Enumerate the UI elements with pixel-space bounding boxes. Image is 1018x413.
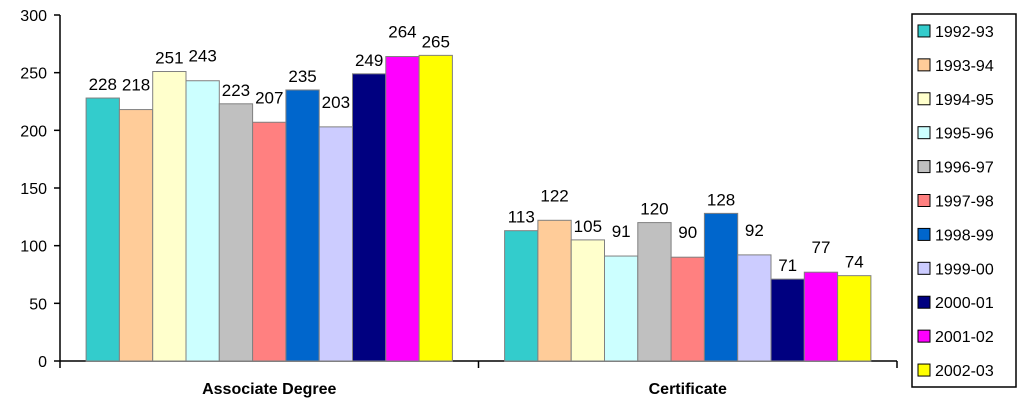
data-label: 92 xyxy=(745,221,764,240)
legend-swatch xyxy=(917,295,931,309)
data-label: 77 xyxy=(811,238,830,257)
legend-label: 2001-02 xyxy=(935,329,994,346)
bar xyxy=(352,73,387,362)
bar xyxy=(604,255,639,362)
x-category-label: Certificate xyxy=(649,381,727,398)
data-label: 223 xyxy=(222,81,250,100)
legend-swatch xyxy=(917,92,931,106)
data-label: 91 xyxy=(612,222,631,241)
bar xyxy=(670,256,705,362)
bar xyxy=(252,121,287,362)
legend-swatch xyxy=(917,329,931,343)
bar xyxy=(185,80,220,362)
legend-swatch xyxy=(917,194,931,207)
y-tick-label: 300 xyxy=(20,8,47,25)
legend-swatch xyxy=(917,58,931,72)
data-label: 265 xyxy=(422,32,450,51)
y-tick-label: 100 xyxy=(20,239,47,256)
y-tick-label: 200 xyxy=(20,123,47,140)
data-label: 264 xyxy=(388,23,416,42)
legend-label: 1994-95 xyxy=(935,92,994,109)
y-tick-label: 50 xyxy=(29,296,47,313)
legend-swatch xyxy=(917,126,931,140)
bar xyxy=(570,239,606,362)
legend-label: 2002-03 xyxy=(935,363,994,380)
bar xyxy=(737,254,772,362)
data-label: 71 xyxy=(778,256,797,275)
legend-label: 2000-01 xyxy=(935,295,994,312)
data-label: 243 xyxy=(188,47,216,66)
data-label: 203 xyxy=(322,93,350,112)
legend-label: 1992-93 xyxy=(935,24,994,41)
bar xyxy=(285,89,320,362)
bar xyxy=(118,109,154,362)
bar xyxy=(504,230,539,362)
bar xyxy=(770,278,805,362)
bar xyxy=(318,126,354,362)
legend-label: 1996-97 xyxy=(935,160,994,177)
legend-swatch xyxy=(917,363,931,377)
data-label: 218 xyxy=(122,76,150,95)
legend-label: 1993-94 xyxy=(935,58,994,75)
bar xyxy=(218,103,254,362)
data-label: 120 xyxy=(640,200,668,219)
legend-label: 1998-99 xyxy=(935,227,994,244)
data-label: 128 xyxy=(707,190,735,209)
legend-swatch xyxy=(917,24,931,38)
y-tick-label: 0 xyxy=(38,354,47,371)
data-label: 251 xyxy=(155,49,183,68)
data-label: 235 xyxy=(288,67,316,86)
bar xyxy=(803,271,839,362)
data-label: 122 xyxy=(540,186,568,205)
bar xyxy=(152,71,187,362)
legend-label: 1997-98 xyxy=(935,194,994,211)
legend-label: 1999-00 xyxy=(935,261,994,278)
bar xyxy=(418,54,453,362)
legend-swatch xyxy=(917,160,931,174)
bar xyxy=(703,212,739,362)
data-label: 207 xyxy=(255,88,283,107)
data-label: 105 xyxy=(574,217,602,236)
legend-swatch xyxy=(917,261,931,275)
bar xyxy=(637,222,672,362)
data-label: 90 xyxy=(678,223,697,242)
x-category-label: Associate Degree xyxy=(202,381,336,398)
data-label: 228 xyxy=(89,75,117,94)
data-label: 74 xyxy=(845,253,864,272)
legend-swatch xyxy=(917,227,931,241)
bar xyxy=(537,219,572,362)
legend-label: 1995-96 xyxy=(935,126,994,143)
data-label: 113 xyxy=(508,208,535,227)
y-tick-label: 250 xyxy=(20,66,47,83)
bar xyxy=(837,275,872,362)
bar xyxy=(85,97,120,362)
data-label: 249 xyxy=(355,51,383,70)
y-tick-label: 150 xyxy=(20,181,47,198)
bar xyxy=(385,56,420,362)
